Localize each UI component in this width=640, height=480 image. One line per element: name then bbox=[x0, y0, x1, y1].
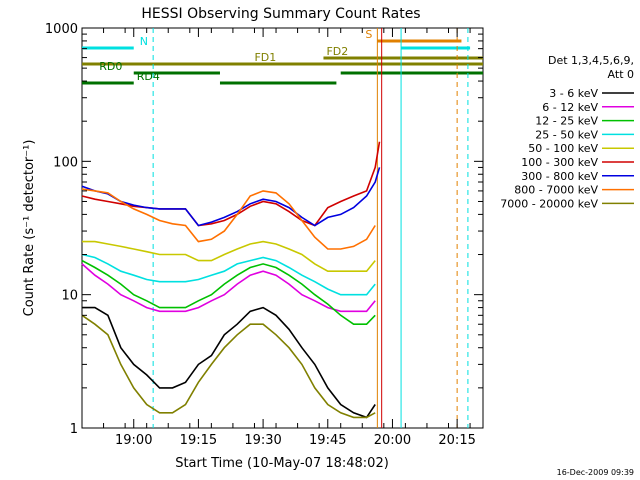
legend-entry-label: 3 - 6 keV bbox=[549, 87, 598, 100]
flag-label: N bbox=[140, 35, 148, 48]
flag-label: FD2 bbox=[326, 45, 348, 58]
legend-entry-label: 25 - 50 keV bbox=[535, 128, 598, 141]
legend-header-line-1: Det 1,3,4,5,6,9, bbox=[548, 54, 634, 67]
series-line-300-800-kev bbox=[81, 167, 381, 227]
plot-frame bbox=[81, 27, 484, 429]
y-tick-label: 1 bbox=[70, 422, 78, 437]
y-tick-label: 1000 bbox=[45, 22, 78, 37]
legend-entry-label: 800 - 7000 keV bbox=[514, 184, 598, 197]
axis-ticks: 1 10 100 1000 19:00 19:15 19:30 19:45 20:00 20:15 bbox=[45, 22, 483, 448]
x-tick-label: 20:00 bbox=[374, 433, 411, 448]
legend-entry-label: 100 - 300 keV bbox=[521, 156, 598, 169]
legend-entry-label: 12 - 25 keV bbox=[535, 115, 598, 128]
x-tick-label: 19:00 bbox=[115, 433, 152, 448]
series-line-100-300-kev bbox=[81, 141, 381, 227]
y-tick-label: 100 bbox=[53, 155, 78, 170]
flag-label: RD0 bbox=[99, 60, 122, 73]
x-tick-label: 19:45 bbox=[309, 433, 346, 448]
legend-entry-label: 7000 - 20000 keV bbox=[500, 197, 598, 210]
series-layer bbox=[81, 141, 381, 419]
x-tick-label: 20:15 bbox=[438, 433, 475, 448]
series-line-25-50-kev bbox=[81, 253, 376, 296]
series-line-800-7000-kev bbox=[81, 188, 376, 250]
flag-label: FD1 bbox=[254, 51, 276, 64]
flag-label: RD4 bbox=[137, 70, 160, 83]
series-line-7000-20000-kev bbox=[81, 314, 376, 419]
series-line-3-6-kev bbox=[82, 306, 376, 419]
x-tick-label: 19:15 bbox=[180, 433, 217, 448]
legend-entry-label: 6 - 12 keV bbox=[542, 101, 598, 114]
y-tick-label: 10 bbox=[61, 289, 78, 304]
series-line-12-25-kev bbox=[81, 259, 376, 326]
y-axis-label: Count Rate (s⁻¹ detector⁻¹) bbox=[22, 140, 37, 317]
timestamp: 16-Dec-2009 09:39 bbox=[557, 468, 634, 477]
legend-entry-label: 50 - 100 keV bbox=[528, 142, 598, 155]
legend-entry-label: 300 - 800 keV bbox=[521, 170, 598, 183]
series-line-6-12-kev bbox=[81, 263, 376, 313]
x-axis-label: Start Time (10-May-07 18:48:02) bbox=[175, 456, 389, 471]
flag-label: S bbox=[365, 28, 372, 41]
legend-header-line-2: Att 0 bbox=[608, 68, 634, 81]
flags-layer: N S FD1 FD2 RD0 RD4 bbox=[82, 28, 483, 85]
series-line-50-100-kev bbox=[82, 240, 376, 273]
chart-title: HESSI Observing Summary Count Rates bbox=[141, 6, 420, 22]
x-tick-label: 19:30 bbox=[244, 433, 281, 448]
vertical-markers bbox=[152, 28, 469, 428]
